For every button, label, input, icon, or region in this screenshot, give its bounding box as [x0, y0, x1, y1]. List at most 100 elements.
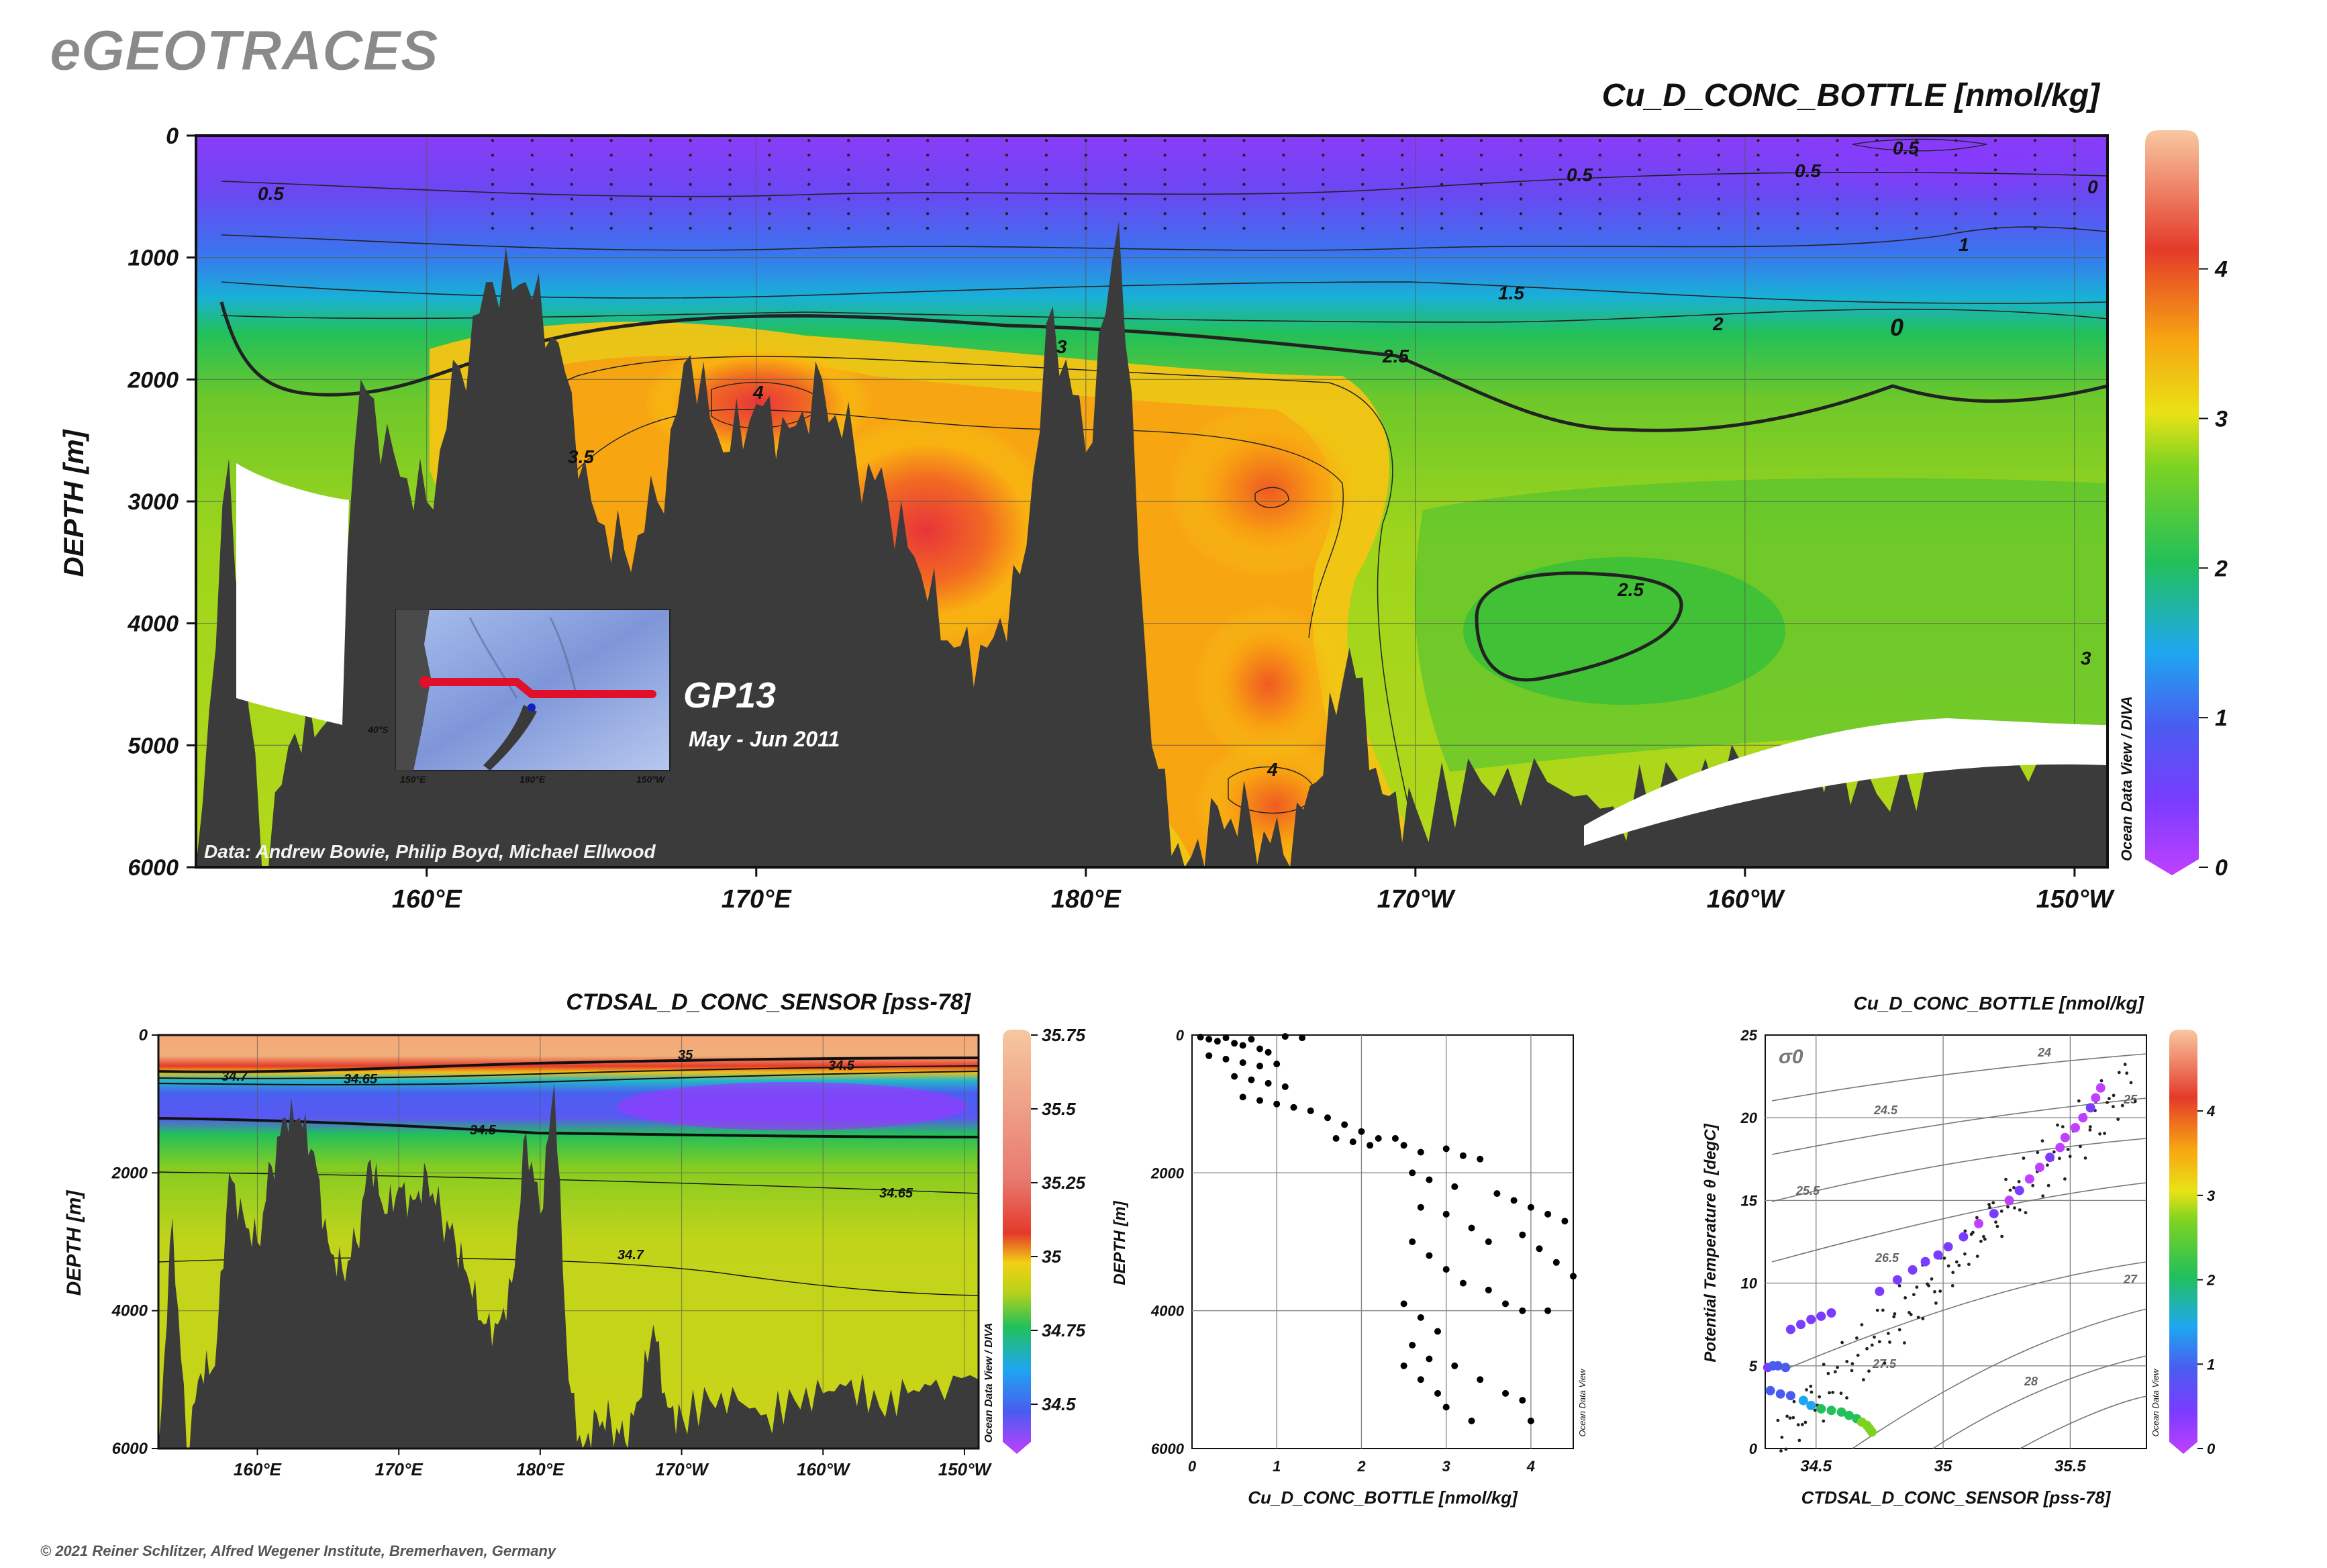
sample-dot — [1084, 212, 1088, 215]
isopycnal-label: 27 — [2123, 1273, 2138, 1286]
profile-plot-frame — [1191, 1034, 1574, 1449]
ts-ctd-point — [1796, 1423, 1800, 1427]
contour-label: 34.7 — [617, 1248, 644, 1263]
sample-dot — [1044, 153, 1048, 157]
ts-ctd-point — [1938, 1289, 1942, 1293]
ts-colorbar-ticks: 0 1 2 3 4 — [2197, 1103, 2216, 1457]
ts-ctd-point — [2125, 1071, 2129, 1075]
sample-dot — [2033, 183, 2037, 186]
ts-point — [1785, 1324, 1795, 1334]
sample-dot — [965, 183, 969, 186]
sample-dot — [1598, 212, 1601, 215]
ts-point — [1875, 1286, 1885, 1296]
sample-dot — [1558, 168, 1563, 172]
ts-point — [1836, 1407, 1846, 1417]
sample-dot — [1084, 197, 1088, 201]
ts-ctd-point — [1875, 1308, 1879, 1312]
ts-point — [1796, 1320, 1805, 1330]
inset-map-land-new-zealand — [483, 705, 537, 771]
isopycnal-26-5 — [1785, 1261, 2147, 1370]
copyright-text: © 2021 Reiner Schlitzer, Alfred Wegener … — [40, 1542, 557, 1559]
sample-dot — [609, 139, 613, 142]
sample-dot — [689, 197, 692, 201]
main-colorbar-tick-label: 4 — [2214, 257, 2228, 283]
sample-dot — [807, 168, 811, 172]
sample-dot — [1005, 226, 1009, 230]
sample-dot — [1836, 226, 1839, 230]
sample-dot — [965, 168, 969, 172]
sample-dot — [1124, 226, 1127, 230]
sample-dot — [1954, 197, 1958, 201]
ts-y-axis: 0 5 10 15 20 25 — [1740, 1027, 1758, 1457]
profile-point — [1477, 1376, 1484, 1383]
salinity-y-tick-label: 0 — [139, 1026, 148, 1044]
ts-point — [1908, 1265, 1918, 1275]
profile-point — [1459, 1152, 1467, 1159]
ts-ctd-point — [2103, 1132, 2107, 1135]
sample-dot — [1124, 183, 1127, 186]
sample-dot — [1677, 197, 1681, 201]
sample-dot — [1915, 153, 1918, 157]
salinity-y-tick-label: 4000 — [111, 1302, 148, 1320]
ts-ctd-point — [2041, 1194, 2045, 1198]
sample-dot — [570, 139, 573, 142]
sample-dot — [1598, 168, 1601, 172]
profile-point — [1299, 1034, 1306, 1042]
profile-y-tick-label: 2000 — [1150, 1165, 1185, 1181]
sample-dot — [807, 153, 811, 157]
ts-ctd-point — [1836, 1365, 1840, 1369]
main-colorbar-tick-label: 1 — [2215, 705, 2228, 731]
ts-ctd-point — [2008, 1188, 2012, 1192]
sample-dot — [1361, 212, 1365, 215]
sample-dot — [1005, 212, 1009, 215]
ts-ctd-point — [2000, 1234, 2004, 1238]
sample-dot — [609, 212, 613, 215]
sample-dot — [1163, 226, 1167, 230]
ts-ctd-point — [1870, 1343, 1874, 1347]
sample-dot — [1282, 139, 1285, 142]
profile-x-axis: 0 1 2 3 4 — [1188, 1458, 1535, 1475]
ts-ctd-point — [1934, 1302, 1938, 1305]
profile-x-tick-label: 3 — [1442, 1458, 1450, 1475]
sample-dot — [689, 183, 692, 186]
sample-dot — [1401, 183, 1404, 186]
sample-dot — [2033, 168, 2037, 172]
profile-point — [1552, 1259, 1560, 1266]
ts-ctd-point — [1975, 1255, 1979, 1258]
ts-ctd-point — [2108, 1097, 2111, 1101]
sample-dot — [847, 226, 850, 230]
sample-dot — [1203, 153, 1206, 157]
ts-ctd-point — [1950, 1284, 1954, 1287]
sample-dot — [1993, 139, 1997, 142]
sample-dot — [570, 183, 573, 186]
ts-ctd-point — [1797, 1438, 1801, 1442]
profile-point — [1485, 1286, 1492, 1293]
profile-point — [1281, 1033, 1289, 1040]
sample-dot — [926, 226, 930, 230]
ts-ctd-point — [1776, 1418, 1780, 1422]
ts-ctd-point — [1855, 1336, 1859, 1340]
main-section-plot: Cu_D_CONC_BOTTLE [nmol/kg] DEPTH [m] — [58, 78, 2228, 914]
sample-dot — [1479, 226, 1483, 230]
sample-dot — [1440, 197, 1444, 201]
profile-point — [1332, 1135, 1340, 1142]
sample-dot — [926, 139, 930, 142]
sample-dot — [1084, 183, 1088, 186]
profile-point — [1256, 1045, 1263, 1052]
salinity-x-tick-label: 170°W — [655, 1459, 709, 1479]
profile-point — [1493, 1190, 1501, 1197]
main-x-axis: 160°E 170°E 180°E 170°W 160°W 150°W — [392, 867, 2115, 914]
profile-point — [1485, 1238, 1492, 1245]
sample-dot — [1638, 139, 1641, 142]
ts-ctd-point — [1893, 1312, 1897, 1316]
isopycnal-25 — [1771, 1138, 2147, 1202]
sample-dot — [1084, 139, 1088, 142]
sample-dot — [1322, 139, 1325, 142]
sample-dot — [649, 168, 652, 172]
ts-ctd-point — [2040, 1139, 2044, 1143]
sample-dot — [649, 153, 652, 157]
ts-point — [1826, 1308, 1836, 1318]
sample-dot — [1677, 139, 1681, 142]
sample-dot — [1124, 197, 1127, 201]
brand-logo-text: eGEOTRACES — [50, 19, 438, 82]
